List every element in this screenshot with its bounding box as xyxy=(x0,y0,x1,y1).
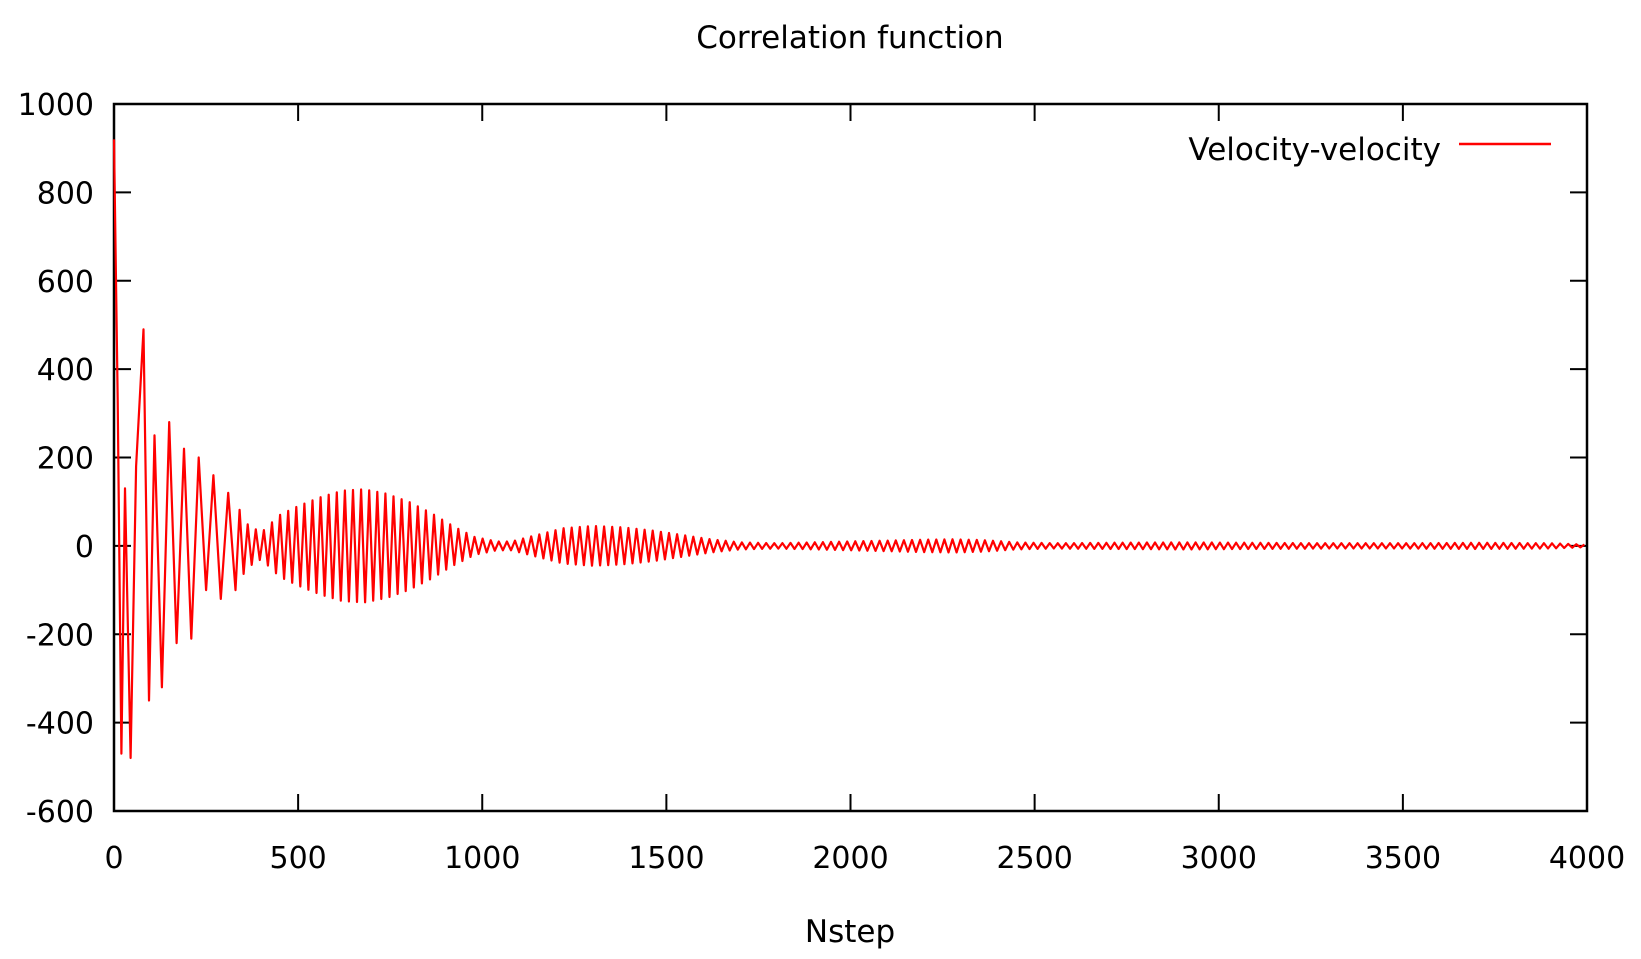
series-line-velocity-velocity xyxy=(112,139,1586,760)
plot-frame xyxy=(112,102,1589,813)
y-tick-label: 0 xyxy=(75,530,94,565)
legend: Velocity-velocity xyxy=(1188,132,1551,168)
legend-label: Velocity-velocity xyxy=(1188,132,1441,168)
y-tick-label: -400 xyxy=(26,707,94,742)
x-tick-label: 2000 xyxy=(812,841,888,876)
y-tick-label: -600 xyxy=(26,795,94,830)
series-layer xyxy=(112,139,1586,760)
x-tick-label: 4000 xyxy=(1549,841,1625,876)
x-tick-label: 1500 xyxy=(628,841,704,876)
x-tick-label: 3000 xyxy=(1181,841,1257,876)
x-tick-label: 1000 xyxy=(444,841,520,876)
y-tick-label: 800 xyxy=(37,176,94,211)
chart-title: Correlation function xyxy=(696,20,1003,56)
y-tick-label: 200 xyxy=(37,442,94,477)
x-tick-label: 0 xyxy=(104,841,123,876)
x-tick-label: 500 xyxy=(269,841,326,876)
y-tick-label: 1000 xyxy=(18,88,94,123)
x-tick-label: 3500 xyxy=(1365,841,1441,876)
y-tick-label: -200 xyxy=(26,618,94,653)
x-axis-label: Nstep xyxy=(805,914,895,950)
ticks-layer: 0 500 1000 1500 2000 2500 3000 3500 400010008006… xyxy=(18,88,1626,876)
y-tick-label: 600 xyxy=(37,265,94,300)
y-tick-label: 400 xyxy=(37,353,94,388)
x-tick-label: 2500 xyxy=(996,841,1072,876)
